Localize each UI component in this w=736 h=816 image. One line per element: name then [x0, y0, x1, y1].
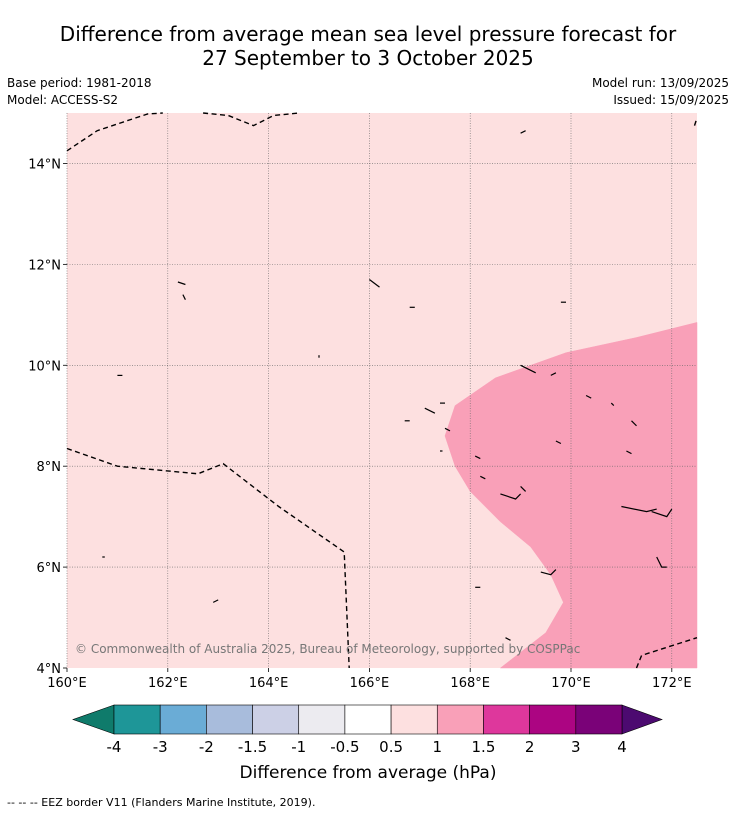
- lon-tick-label: 168°E: [450, 676, 490, 691]
- forecast-map: 160°E 162°E 164°E 166°E 168°E 170°E 172°E 4°N 6°…: [28, 112, 698, 783]
- colorbar-under-arrow: [72, 704, 115, 735]
- lat-tick-label: 6°N: [37, 561, 62, 576]
- colorbar-tick-label: -0.5: [330, 738, 359, 756]
- colorbar-bin: [252, 704, 300, 735]
- island: [651, 508, 673, 518]
- eez-border: [66, 447, 350, 669]
- eez-border: [203, 112, 299, 127]
- colorbar-tick-label: 3: [571, 738, 581, 756]
- lat-tick-label: 14°N: [28, 157, 61, 172]
- island: [626, 450, 632, 455]
- colorbar-bin: [529, 704, 577, 735]
- island: [474, 455, 481, 460]
- colorbar-bin: [483, 704, 530, 735]
- colorbar-tick-label: 4: [617, 738, 627, 756]
- anomaly-field-1-1.5: [444, 322, 698, 669]
- colorbar-tick-label: -3: [153, 738, 168, 756]
- island: [621, 505, 657, 513]
- colorbar-bin: [206, 704, 253, 735]
- island: [182, 294, 186, 300]
- eez-border: [66, 112, 163, 152]
- colorbar-tick-label: 1.5: [472, 738, 496, 756]
- colorbar-label: Difference from average (hPa): [240, 763, 497, 783]
- island: [540, 569, 557, 576]
- colorbar-tick-label: 2: [525, 738, 535, 756]
- colorbar-over-arrow: [621, 704, 663, 735]
- island: [631, 420, 637, 427]
- lon-tick-label: 172°E: [652, 676, 692, 691]
- island: [610, 402, 615, 407]
- island: [585, 394, 592, 399]
- colorbar-bin: [159, 704, 207, 735]
- island: [424, 407, 436, 414]
- island: [444, 427, 451, 432]
- model-name: Model: ACCESS-S2: [7, 93, 119, 107]
- island: [656, 556, 667, 568]
- island: [212, 599, 219, 603]
- attribution: © Commonwealth of Australia 2025, Bureau…: [75, 642, 580, 656]
- eez-footnote: -- -- -- EEZ border V11 (Flanders Marine…: [7, 796, 316, 809]
- lon-tick-label: 170°E: [551, 676, 591, 691]
- colorbar-tick-label: -1: [291, 738, 306, 756]
- colorbar-tick-label: -1.5: [238, 738, 267, 756]
- island: [369, 279, 380, 288]
- island: [480, 475, 486, 480]
- colorbar-bin: [575, 704, 623, 735]
- title-line-2: 27 September to 3 October 2025: [202, 46, 534, 70]
- island: [520, 364, 536, 374]
- island: [520, 485, 527, 492]
- colorbar-bin: [344, 704, 392, 735]
- colorbar-tick-label: -4: [107, 738, 122, 756]
- island: [550, 372, 557, 376]
- eez-border: [635, 637, 698, 669]
- map-title: Difference from average mean sea level p…: [0, 22, 736, 70]
- lon-tick-label: 166°E: [350, 676, 390, 691]
- lat-tick-label: 8°N: [37, 460, 62, 475]
- lon-tick-label: 162°E: [148, 676, 188, 691]
- colorbar-bin: [298, 704, 346, 735]
- meta-left: Base period: 1981-2018 Model: ACCESS-S2: [7, 75, 152, 109]
- lat-tick-label: 10°N: [28, 359, 61, 374]
- colorbar-bin: [390, 704, 438, 735]
- colorbar-bin: [436, 704, 484, 735]
- base-period: Base period: 1981-2018: [7, 76, 152, 90]
- issued-date: Issued: 15/09/2025: [613, 93, 729, 107]
- title-line-1: Difference from average mean sea level p…: [59, 22, 677, 46]
- eez-border: [693, 117, 698, 126]
- lat-tick-label: 4°N: [37, 662, 62, 677]
- island: [177, 281, 186, 286]
- island: [520, 130, 526, 134]
- lon-tick-label: 160°E: [47, 676, 87, 691]
- colorbar-tick-label: -2: [199, 738, 214, 756]
- meta-right: Model run: 13/09/2025 Issued: 15/09/2025: [592, 75, 729, 109]
- island: [505, 637, 511, 641]
- model-run: Model run: 13/09/2025: [591, 76, 729, 90]
- lon-tick-label: 164°E: [249, 676, 289, 691]
- colorbar-bin: [113, 704, 161, 735]
- colorbar-tick-label: 0.5: [379, 738, 403, 756]
- island: [500, 493, 522, 500]
- island: [555, 440, 562, 445]
- colorbar-tick-label: 1: [432, 738, 442, 756]
- lat-tick-label: 12°N: [28, 258, 61, 273]
